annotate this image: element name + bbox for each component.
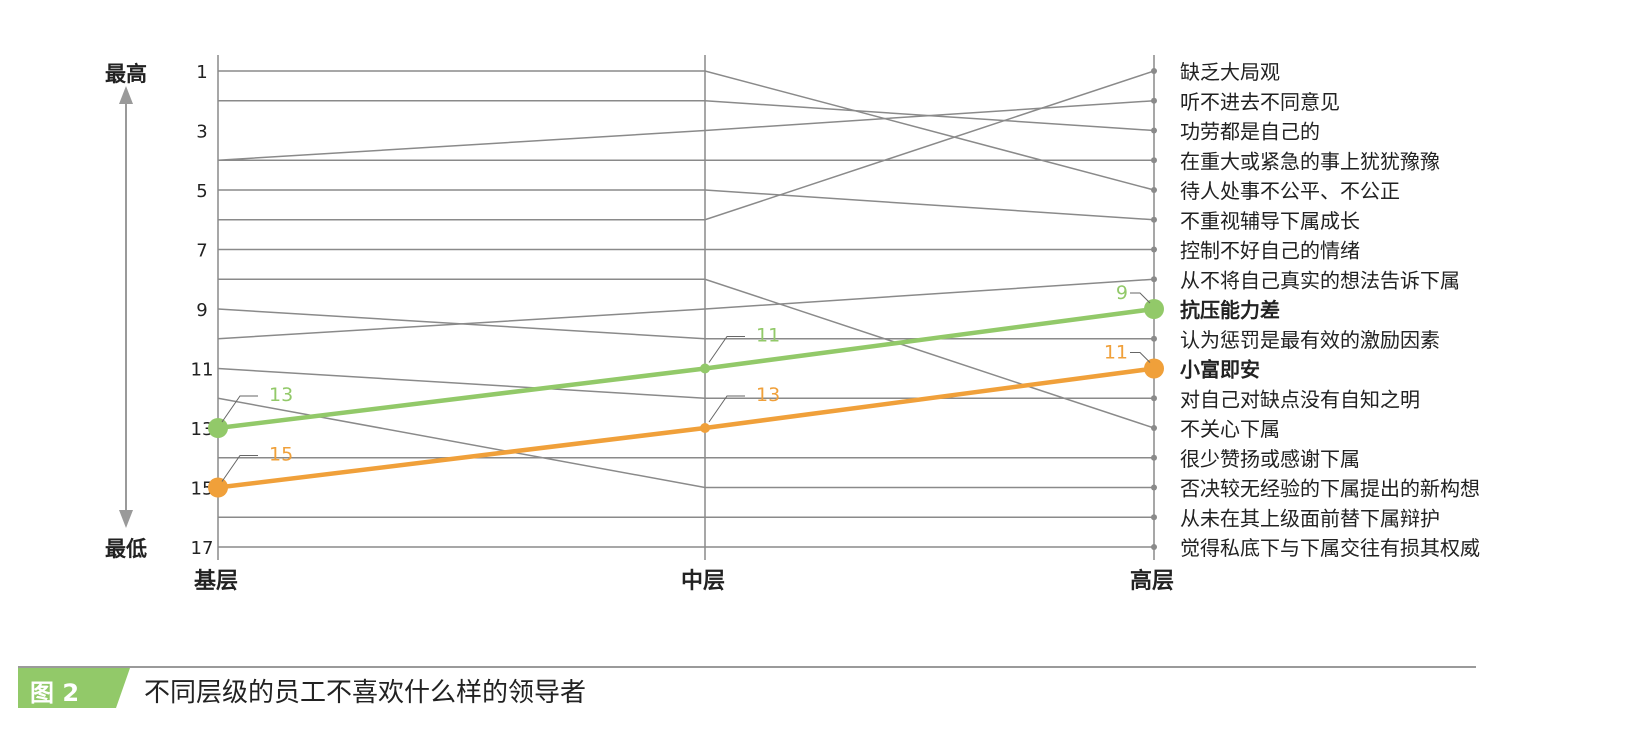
callout-leader [708, 395, 745, 423]
series-end-point [1151, 187, 1157, 193]
series-name-label: 认为惩罚是最有效的激励因素 [1180, 328, 1440, 352]
series-lines [208, 68, 1164, 550]
series-name-label: 觉得私底下与下属交往有损其权威 [1180, 536, 1480, 560]
category-label: 基层 [194, 569, 238, 594]
y-tick-label: 3 [196, 122, 207, 143]
series-end-point [1151, 68, 1157, 74]
highlight-point [1144, 299, 1164, 319]
series-name-label: 待人处事不公平、不公正 [1180, 179, 1400, 203]
series-end-point [1151, 127, 1157, 134]
series-name-label: 对自己对缺点没有自知之明 [1180, 387, 1420, 411]
highlight-line [217, 306, 1155, 431]
series-name-label: 功劳都是自己的 [1180, 120, 1320, 144]
series-end-point [1151, 335, 1157, 342]
series-line [217, 397, 1154, 489]
series-end-point [1151, 157, 1157, 164]
series-line [218, 278, 1155, 429]
y-tick-label: 5 [196, 181, 207, 202]
callout-value: 9 [1116, 282, 1128, 304]
y-tick-label: 11 [191, 360, 214, 381]
callout-value: 13 [756, 384, 780, 406]
series-end-point [1151, 454, 1157, 461]
series-name-label: 抗压能力差 [1180, 298, 1280, 322]
series-end-point [1151, 544, 1157, 550]
series-name-label: 从未在其上级面前替下属辩护 [1180, 506, 1440, 530]
series-end-point [1151, 246, 1157, 253]
y-tick-label: 13 [191, 419, 214, 440]
figure-tag-shape [18, 668, 130, 708]
series-name-label: 不重视辅导下属成长 [1180, 209, 1360, 233]
y-tick-label: 15 [191, 479, 214, 500]
series-name-label: 缺乏大局观 [1180, 60, 1280, 84]
series-name-label: 从不将自己真实的想法告诉下属 [1180, 268, 1460, 292]
series-line [217, 308, 1154, 340]
series-line [217, 100, 1155, 161]
callout-value: 11 [1104, 342, 1128, 364]
series-end-point [1151, 276, 1157, 283]
category-label: 高层 [1130, 568, 1174, 594]
y-tick-label: 17 [191, 538, 214, 559]
figure-title: 不同层级的员工不喜欢什么样的领导者 [144, 678, 587, 708]
caption-divider [18, 666, 1476, 668]
series-line [218, 189, 1155, 221]
highlight-point [208, 477, 228, 498]
series-end-point [1151, 97, 1157, 104]
series-line [217, 367, 1154, 399]
callout-leader [1130, 292, 1151, 304]
series-name-label: 不关心下属 [1180, 417, 1280, 441]
series-line [217, 278, 1155, 340]
series-line [218, 70, 1155, 191]
series-name-label: 否决较无经验的下属提出的新构想 [1180, 477, 1480, 501]
series-name-label: 听不进去不同意见 [1180, 90, 1340, 114]
highlight-point [208, 418, 228, 438]
series-name-label: 在重大或紧急的事上犹犹豫豫 [1180, 149, 1440, 173]
callout-value: 15 [269, 444, 293, 466]
series-end-point [1151, 514, 1157, 521]
callout-leader [221, 455, 258, 482]
y-top-label: 最高 [105, 62, 147, 86]
series-end-point [1151, 484, 1157, 491]
y-tick-label: 1 [196, 62, 207, 83]
highlight-point [700, 423, 710, 433]
callout-leader [1130, 352, 1151, 363]
series-line [218, 100, 1155, 132]
highlight-point [1144, 358, 1164, 379]
arrow-up-icon [119, 86, 133, 104]
arrow-down-icon [119, 510, 133, 528]
series-name-label: 很少赞扬或感谢下属 [1180, 447, 1360, 471]
callout-leader [221, 395, 258, 423]
category-label: 中层 [681, 569, 725, 594]
callout-leader [708, 336, 745, 363]
y-bottom-label: 最低 [105, 537, 147, 561]
y-tick-label: 7 [196, 241, 207, 262]
series-line [218, 70, 1155, 221]
series-end-point [1151, 216, 1157, 223]
y-tick-label: 9 [196, 300, 207, 321]
callout-value: 13 [269, 384, 293, 406]
series-end-point [1151, 395, 1157, 402]
highlight-point [700, 363, 710, 374]
highlight-line [217, 366, 1155, 490]
series-name-label: 小富即安 [1180, 358, 1260, 382]
series-name-label: 控制不好自己的情绪 [1180, 239, 1360, 263]
series-end-point [1151, 425, 1157, 431]
figure-tag-label: 图 2 [30, 679, 80, 707]
series-labels: 13 11 9 15 13 11 缺乏大局观听不进去不同意见功劳都是自己的在重大或紧急的事上… [221, 60, 1480, 560]
callout-value: 11 [756, 325, 780, 347]
